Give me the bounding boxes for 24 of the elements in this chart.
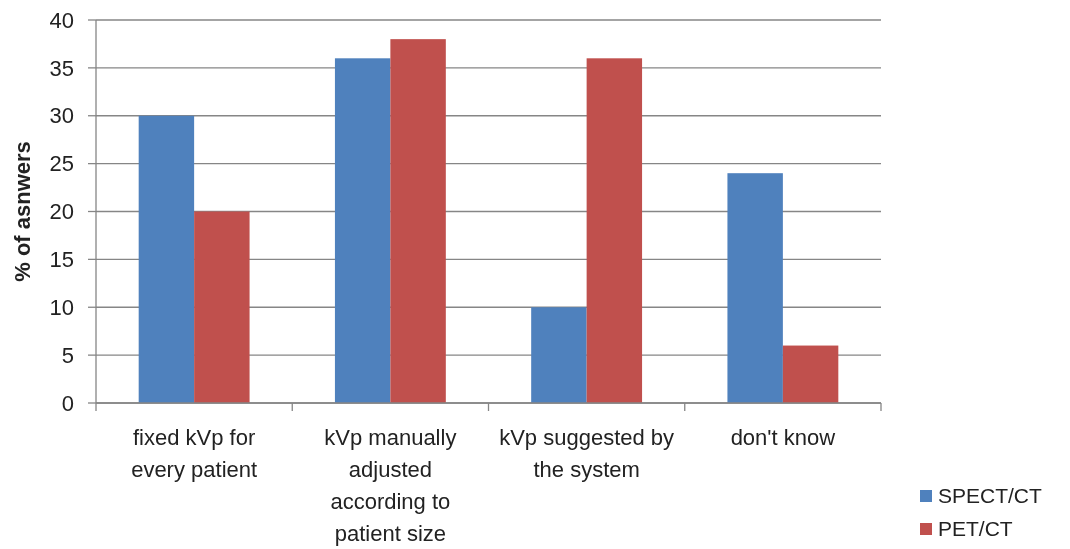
bar [390, 39, 446, 403]
bar [531, 307, 587, 403]
bar [727, 173, 783, 403]
legend-label: PET/CT [938, 517, 1013, 541]
bar [194, 211, 250, 403]
bar [782, 345, 839, 403]
y-tick-label: 25 [49, 151, 74, 177]
x-tick-label: fixed kVp for every patient [131, 425, 258, 482]
bar [334, 58, 391, 403]
y-tick-label: 10 [49, 294, 74, 320]
bar [138, 115, 195, 403]
x-tick-label: kVp manually adjusted according to patient size [324, 425, 457, 546]
y-tick-label: 30 [49, 103, 74, 129]
bar [586, 58, 643, 403]
y-tick-label: 35 [49, 55, 74, 81]
y-tick-label: 15 [49, 247, 74, 273]
x-tick-label: kVp suggested by the system [499, 425, 675, 482]
y-tick-label: 40 [49, 7, 74, 33]
y-tick-label: 20 [49, 199, 74, 225]
legend-label: SPECT/CT [938, 484, 1043, 508]
y-tick-label: 0 [61, 390, 74, 416]
x-tick-label: don't know [730, 425, 836, 450]
y-axis-title: % of asnwers [10, 141, 35, 282]
y-tick-label: 5 [61, 342, 74, 368]
